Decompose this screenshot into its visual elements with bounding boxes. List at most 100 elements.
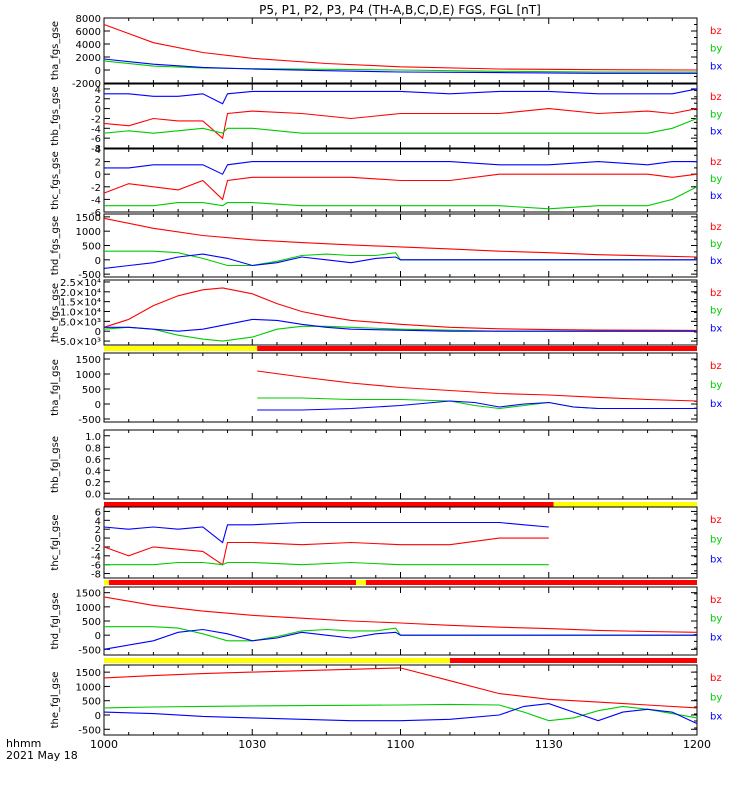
y-tick-label: 2 xyxy=(95,158,101,169)
legend-by: by xyxy=(710,692,722,703)
y-tick-label: 500 xyxy=(82,385,101,396)
y-tick-label: 4000 xyxy=(76,40,101,51)
series-line-bx xyxy=(103,58,697,74)
status-bar-segment-yellow xyxy=(104,346,258,351)
y-axis-label: tha_fgl_gse xyxy=(50,359,61,416)
status-bar-segment-red xyxy=(257,346,697,351)
series-line-by xyxy=(104,186,698,210)
y-tick-label: 4 xyxy=(95,516,101,527)
series-line-bx xyxy=(104,88,698,105)
series-line-bz xyxy=(103,667,698,709)
status-bar-segment-red xyxy=(108,580,357,585)
status-bar-segment-yellow xyxy=(356,580,366,585)
y-tick-label: -5.0×10³ xyxy=(56,337,101,348)
panel-frame xyxy=(103,279,698,346)
legend-bz: bz xyxy=(710,222,722,233)
status-bar-segment-red xyxy=(104,502,554,507)
x-tick-label: 1000 xyxy=(90,738,118,751)
y-tick-label: 2000 xyxy=(76,53,101,64)
y-tick-label: 0.2 xyxy=(85,478,101,489)
y-tick-label: -500 xyxy=(78,645,101,656)
legend-bx: bx xyxy=(710,632,722,643)
y-tick-label: -6 xyxy=(91,134,101,145)
y-tick-label: 2 xyxy=(95,95,101,106)
panel-thc_fgs_gse: 4 20 -2-4 -6 thc_fgs_gse bz by bx xyxy=(50,145,722,219)
y-tick-label: 4 xyxy=(95,145,101,156)
y-tick-label: 0 xyxy=(95,631,101,642)
y-tick-label: -6 xyxy=(91,208,101,219)
y-tick-label: -4 xyxy=(91,124,101,135)
status-bar-segment-yellow xyxy=(104,658,450,663)
y-tick-label: 500 xyxy=(82,697,101,708)
panel-tha_fgs_gse: 8000 6000 4000 2000 0 -2000 tha_fgs_gse bz by bx xyxy=(50,14,722,90)
y-tick-label: 1.0 xyxy=(85,432,101,443)
y-tick-label: 2.5×10⁴ xyxy=(60,278,101,289)
series-line-bx xyxy=(103,703,698,725)
y-tick-label: 0 xyxy=(95,711,101,722)
y-axis-label: the_fgs_gse xyxy=(50,283,61,342)
y-tick-label: 500 xyxy=(82,617,101,628)
series-line-bz xyxy=(257,370,698,402)
legend-bx: bx xyxy=(710,61,722,72)
y-tick-label: -2 xyxy=(91,114,101,125)
legend-bx: bx xyxy=(710,127,722,138)
y-axis-label: thd_fgl_gse xyxy=(50,593,61,650)
legend-bz: bz xyxy=(710,92,722,103)
legend-by: by xyxy=(710,174,722,185)
panel-frame xyxy=(103,586,698,656)
y-axis-label: thb_fgs_gse xyxy=(50,86,61,145)
legend-bz: bz xyxy=(710,515,722,526)
panel-frame xyxy=(103,664,698,736)
y-tick-label: 0 xyxy=(95,327,101,338)
y-axis-label: tha_fgs_gse xyxy=(50,21,61,80)
panel-the_fgl_gse: 1500 1000 500 0 -500 the_fgl_gse bz by bx xyxy=(50,664,722,736)
legend-by: by xyxy=(710,239,722,250)
status-bar-segment-yellow xyxy=(553,502,697,507)
series-line-bz xyxy=(103,23,698,71)
series-line-bx xyxy=(104,161,697,175)
y-tick-label: 0.6 xyxy=(85,455,101,466)
y-tick-label: 0 xyxy=(95,400,101,411)
x-tick-label: 1100 xyxy=(387,738,415,751)
series-line-bz xyxy=(103,173,698,201)
y-tick-label: 0.4 xyxy=(85,466,101,477)
legend-by: by xyxy=(710,380,722,391)
legend-bz: bz xyxy=(710,157,722,168)
y-tick-label: 1000 xyxy=(76,682,101,693)
y-tick-label: -2000 xyxy=(72,79,101,90)
y-tick-label: -4 xyxy=(91,195,101,206)
series-line-bz xyxy=(103,287,698,331)
y-tick-label: 1500 xyxy=(76,213,101,224)
y-tick-label: -500 xyxy=(78,270,101,281)
plot-title: P5, P1, P2, P3, P4 (TH-A,B,C,D,E) FGS, F… xyxy=(259,3,541,17)
y-tick-label: -8 xyxy=(91,144,101,155)
panel-tha_fgl_gse: 1500 1000 500 0 -500 tha_fgl_gse bz by bx xyxy=(50,352,722,426)
y-tick-label: 1000 xyxy=(76,603,101,614)
panel-frame xyxy=(103,429,698,500)
y-tick-label: -2 xyxy=(91,543,101,554)
series-line-by xyxy=(103,117,698,134)
y-tick-label: -2 xyxy=(91,183,101,194)
legend-bz: bz xyxy=(710,361,722,372)
series-line-by xyxy=(103,325,697,342)
y-tick-label: 0.0 xyxy=(85,489,101,500)
y-tick-label: 1500 xyxy=(76,668,101,679)
y-tick-label: 6 xyxy=(95,507,101,518)
y-tick-label: 1.0×10⁴ xyxy=(60,308,101,319)
y-tick-label: 1.5×10⁴ xyxy=(60,298,101,309)
y-tick-label: 0 xyxy=(95,256,101,267)
y-axis-label: thc_fgl_gse xyxy=(50,514,61,570)
series-line-by xyxy=(104,626,697,642)
panel-the_fgs_gse: 2.5×10⁴2.0×10⁴1.5×10⁴1.0×10⁴5.0×10³0-5.0… xyxy=(50,278,722,348)
y-tick-label: 2 xyxy=(95,525,101,536)
date-label: 2021 May 18 xyxy=(6,749,78,762)
legend-bz: bz xyxy=(710,288,722,299)
series-line-bx xyxy=(103,253,697,269)
y-tick-label: -6 xyxy=(91,561,101,572)
y-tick-label: 6000 xyxy=(76,27,101,38)
legend-bx: bx xyxy=(710,712,722,723)
legend-bx: bx xyxy=(710,399,722,410)
